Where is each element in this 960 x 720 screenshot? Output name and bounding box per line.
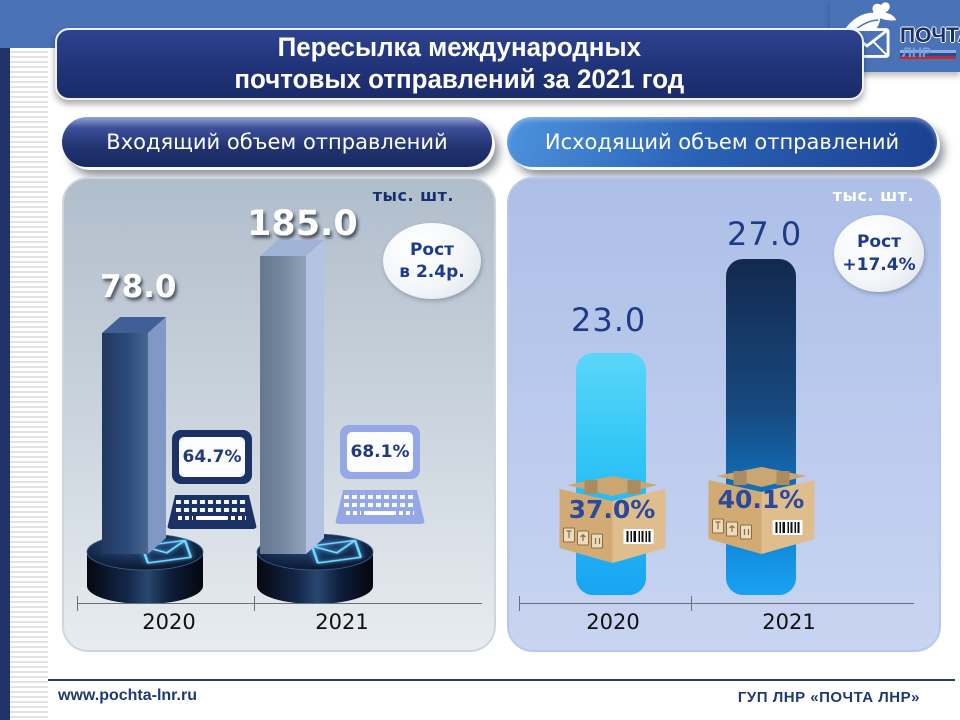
outgoing-2021-value: 27.0 bbox=[727, 215, 803, 253]
outgoing-growth-line1: Рост bbox=[856, 232, 902, 253]
axis-tick bbox=[77, 596, 78, 611]
outgoing-2021-share: 40.1% bbox=[717, 485, 805, 514]
striped-margin bbox=[10, 48, 48, 720]
incoming-2021-share: 68.1% bbox=[347, 432, 413, 472]
outgoing-growth-badge: Рост +17.4% bbox=[834, 215, 924, 292]
outgoing-2020-value: 23.0 bbox=[571, 301, 647, 339]
incoming-growth-badge: Рост в 2.4р. bbox=[383, 223, 481, 299]
footer-divider bbox=[48, 679, 955, 681]
axis-tick bbox=[519, 596, 520, 611]
keyboard-row bbox=[178, 516, 246, 520]
incoming-growth-line2: в 2.4р. bbox=[399, 262, 465, 282]
monitor-icon-2020: 64.7% bbox=[172, 430, 252, 484]
footer-company: ГУП ЛНР «ПОЧТА ЛНР» bbox=[737, 689, 920, 706]
keyboard-row bbox=[346, 511, 414, 515]
logo-brand-text: ПОЧТА bbox=[900, 24, 960, 47]
glowing-envelope-icon bbox=[310, 539, 362, 564]
incoming-2020-value: 78.0 bbox=[100, 269, 177, 305]
outgoing-2020-share: 37.0% bbox=[568, 495, 656, 524]
incoming-bar-2021 bbox=[260, 240, 324, 554]
keyboard-row bbox=[176, 500, 248, 504]
incoming-panel: тыс. шт. 78.0 185.0 Рост в 2.4р. bbox=[62, 177, 496, 652]
keyboard-keys bbox=[399, 511, 414, 515]
lnr-flag-stripes bbox=[900, 50, 956, 59]
incoming-year-2021: 2021 bbox=[315, 610, 369, 634]
outgoing-year-2021: 2021 bbox=[762, 610, 816, 634]
keyboard-spacebar bbox=[196, 516, 228, 520]
outgoing-axis bbox=[519, 603, 914, 604]
incoming-2021-value: 185.0 bbox=[247, 204, 358, 244]
incoming-2020-share: 64.7% bbox=[179, 437, 245, 477]
axis-tick bbox=[691, 596, 692, 611]
incoming-bar-2020 bbox=[102, 317, 166, 554]
keyboard-row bbox=[176, 508, 248, 512]
slide-title: Пересылка международных почтовых отправл… bbox=[55, 28, 864, 100]
keyboard-keys bbox=[231, 516, 246, 520]
barcode-icon bbox=[772, 520, 803, 535]
slide-title-line1: Пересылка международных bbox=[277, 32, 642, 63]
incoming-axis bbox=[77, 603, 482, 604]
keyboard-keys bbox=[346, 511, 361, 515]
outgoing-header: Исходящий объем отправлений bbox=[507, 117, 937, 167]
keyboard-row bbox=[344, 503, 416, 507]
package-box-icon-2021 bbox=[708, 467, 815, 554]
keyboard-row bbox=[344, 495, 416, 499]
outgoing-year-2020: 2020 bbox=[586, 610, 640, 634]
keyboard-spacebar bbox=[364, 511, 396, 515]
footer-website: www.pochta-lnr.ru bbox=[58, 687, 197, 704]
outgoing-unit-label: тыс. шт. bbox=[832, 186, 914, 205]
slide-title-line2: почтовых отправлений за 2021 год bbox=[234, 64, 685, 94]
barcode-icon bbox=[623, 529, 654, 544]
package-box-icon-2020 bbox=[559, 476, 666, 563]
keyboard-icon-2020 bbox=[167, 495, 257, 529]
logo-sub-text: ЛНР bbox=[902, 44, 932, 60]
keyboard-keys bbox=[178, 516, 193, 520]
axis-tick bbox=[254, 596, 255, 611]
incoming-growth-line1: Рост bbox=[409, 239, 455, 260]
keyboard-icon-2021 bbox=[335, 490, 425, 524]
monitor-icon-2021: 68.1% bbox=[340, 425, 420, 479]
outgoing-growth-line2: +17.4% bbox=[842, 254, 916, 275]
outgoing-panel: тыс. шт. 23.0 27.0 Рост +17.4% bbox=[507, 177, 941, 652]
incoming-year-2020: 2020 bbox=[142, 610, 196, 634]
incoming-header: Входящий объем отправлений bbox=[62, 117, 492, 167]
incoming-unit-label: тыс. шт. bbox=[372, 186, 454, 205]
left-accent-strip bbox=[0, 48, 10, 720]
